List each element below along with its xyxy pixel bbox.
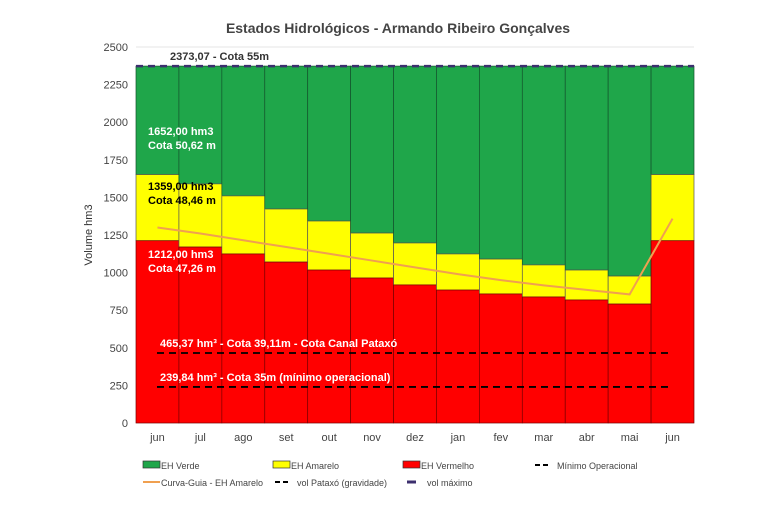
bar-eh-vermelho: [135, 240, 180, 424]
legend-label: EH Amarelo: [291, 461, 339, 471]
x-tick-label: jun: [664, 432, 680, 444]
bar-eh-verde: [178, 65, 223, 185]
reference-label: 2373,07 - Cota 55m: [170, 51, 269, 63]
bar-eh-verde: [307, 65, 351, 222]
x-tick-label: nov: [363, 432, 381, 444]
annotation-cota: Cota 47,26 m: [148, 263, 216, 275]
bar-eh-vermelho: [607, 303, 652, 424]
bar-eh-amarelo: [393, 242, 437, 286]
bar-eh-amarelo: [564, 269, 609, 301]
bar-eh-amarelo: [521, 264, 566, 298]
annotation-cota: Cota 50,62 m: [148, 140, 216, 152]
y-tick-label: 1750: [104, 155, 128, 167]
x-tick-label: mar: [534, 432, 553, 444]
reference-label: 465,37 hm³ - Cota 39,11m - Cota Canal Pa…: [160, 338, 397, 350]
legend-label: vol máximo: [427, 478, 473, 488]
bar-eh-vermelho: [307, 269, 351, 424]
x-tick-label: jul: [194, 432, 206, 444]
y-tick-label: 1500: [104, 192, 128, 204]
bar-eh-vermelho: [221, 253, 266, 424]
annotation-cota: Cota 48,46 m: [148, 195, 216, 207]
bar-eh-verde: [221, 65, 266, 197]
bar-eh-verde: [521, 65, 566, 266]
x-tick-label: jun: [149, 432, 165, 444]
reference-label: 239,84 hm³ - Cota 35m (mínimo operaciona…: [160, 372, 391, 384]
x-tick-label: out: [322, 432, 337, 444]
bar-eh-vermelho: [393, 284, 437, 424]
y-tick-label: 2500: [104, 42, 128, 54]
bar-eh-verde: [264, 65, 309, 210]
bar-eh-amarelo: [479, 258, 523, 295]
y-tick-label: 250: [110, 380, 128, 392]
annotation-volume: 1359,00 hm3: [148, 181, 213, 193]
legend-swatch: [272, 460, 291, 469]
legend-label: Curva-Guia - EH Amarelo: [161, 478, 263, 488]
y-tick-label: 1000: [104, 268, 128, 280]
bar-eh-vermelho: [521, 296, 566, 424]
x-tick-label: dez: [406, 432, 424, 444]
x-tick-label: mai: [621, 432, 639, 444]
bar-eh-verde: [564, 65, 609, 271]
y-tick-label: 750: [110, 305, 128, 317]
annotation-volume: 1652,00 hm3: [148, 126, 213, 138]
bar-eh-vermelho: [350, 277, 394, 424]
bar-eh-verde: [436, 65, 480, 255]
bar-eh-vermelho: [178, 246, 223, 424]
legend-label: EH Verde: [161, 461, 200, 471]
bar-eh-verde: [350, 65, 394, 234]
bar-eh-vermelho: [650, 240, 695, 424]
legend-label: Mínimo Operacional: [557, 461, 638, 471]
x-tick-label: set: [279, 432, 294, 444]
y-tick-label: 2250: [104, 80, 128, 92]
x-tick-label: abr: [579, 432, 595, 444]
x-tick-label: fev: [494, 432, 509, 444]
legend-swatch: [402, 460, 421, 469]
bar-eh-verde: [135, 65, 180, 175]
y-tick-label: 0: [122, 418, 128, 430]
legend-label: EH Vermelho: [421, 461, 474, 471]
bar-eh-amarelo: [607, 275, 652, 305]
bar-eh-vermelho: [264, 261, 309, 424]
y-axis-label: Volume hm3: [83, 204, 95, 265]
y-tick-label: 1250: [104, 230, 128, 242]
bar-eh-verde: [607, 65, 652, 277]
bar-eh-vermelho: [564, 299, 609, 424]
annotation-volume: 1212,00 hm3: [148, 249, 213, 261]
y-tick-label: 2000: [104, 117, 128, 129]
bar-eh-verde: [650, 65, 695, 175]
bar-eh-amarelo: [650, 174, 695, 242]
curva-guia-line: [157, 218, 674, 296]
legend-label: vol Pataxó (gravidade): [297, 478, 387, 488]
legend-swatch: [142, 460, 161, 469]
x-tick-label: jan: [450, 432, 466, 444]
x-tick-label: ago: [234, 432, 252, 444]
bar-eh-amarelo: [264, 208, 309, 263]
bar-eh-verde: [479, 65, 523, 260]
bar-eh-verde: [393, 65, 437, 244]
bar-eh-amarelo: [178, 183, 223, 248]
chart-title: Estados Hidrológicos - Armando Ribeiro G…: [226, 20, 570, 36]
bar-eh-amarelo: [221, 195, 266, 255]
bar-eh-vermelho: [436, 289, 480, 424]
bar-eh-amarelo: [350, 232, 394, 279]
bar-eh-vermelho: [479, 293, 523, 424]
y-tick-label: 500: [110, 343, 128, 355]
bar-eh-amarelo: [307, 220, 351, 271]
